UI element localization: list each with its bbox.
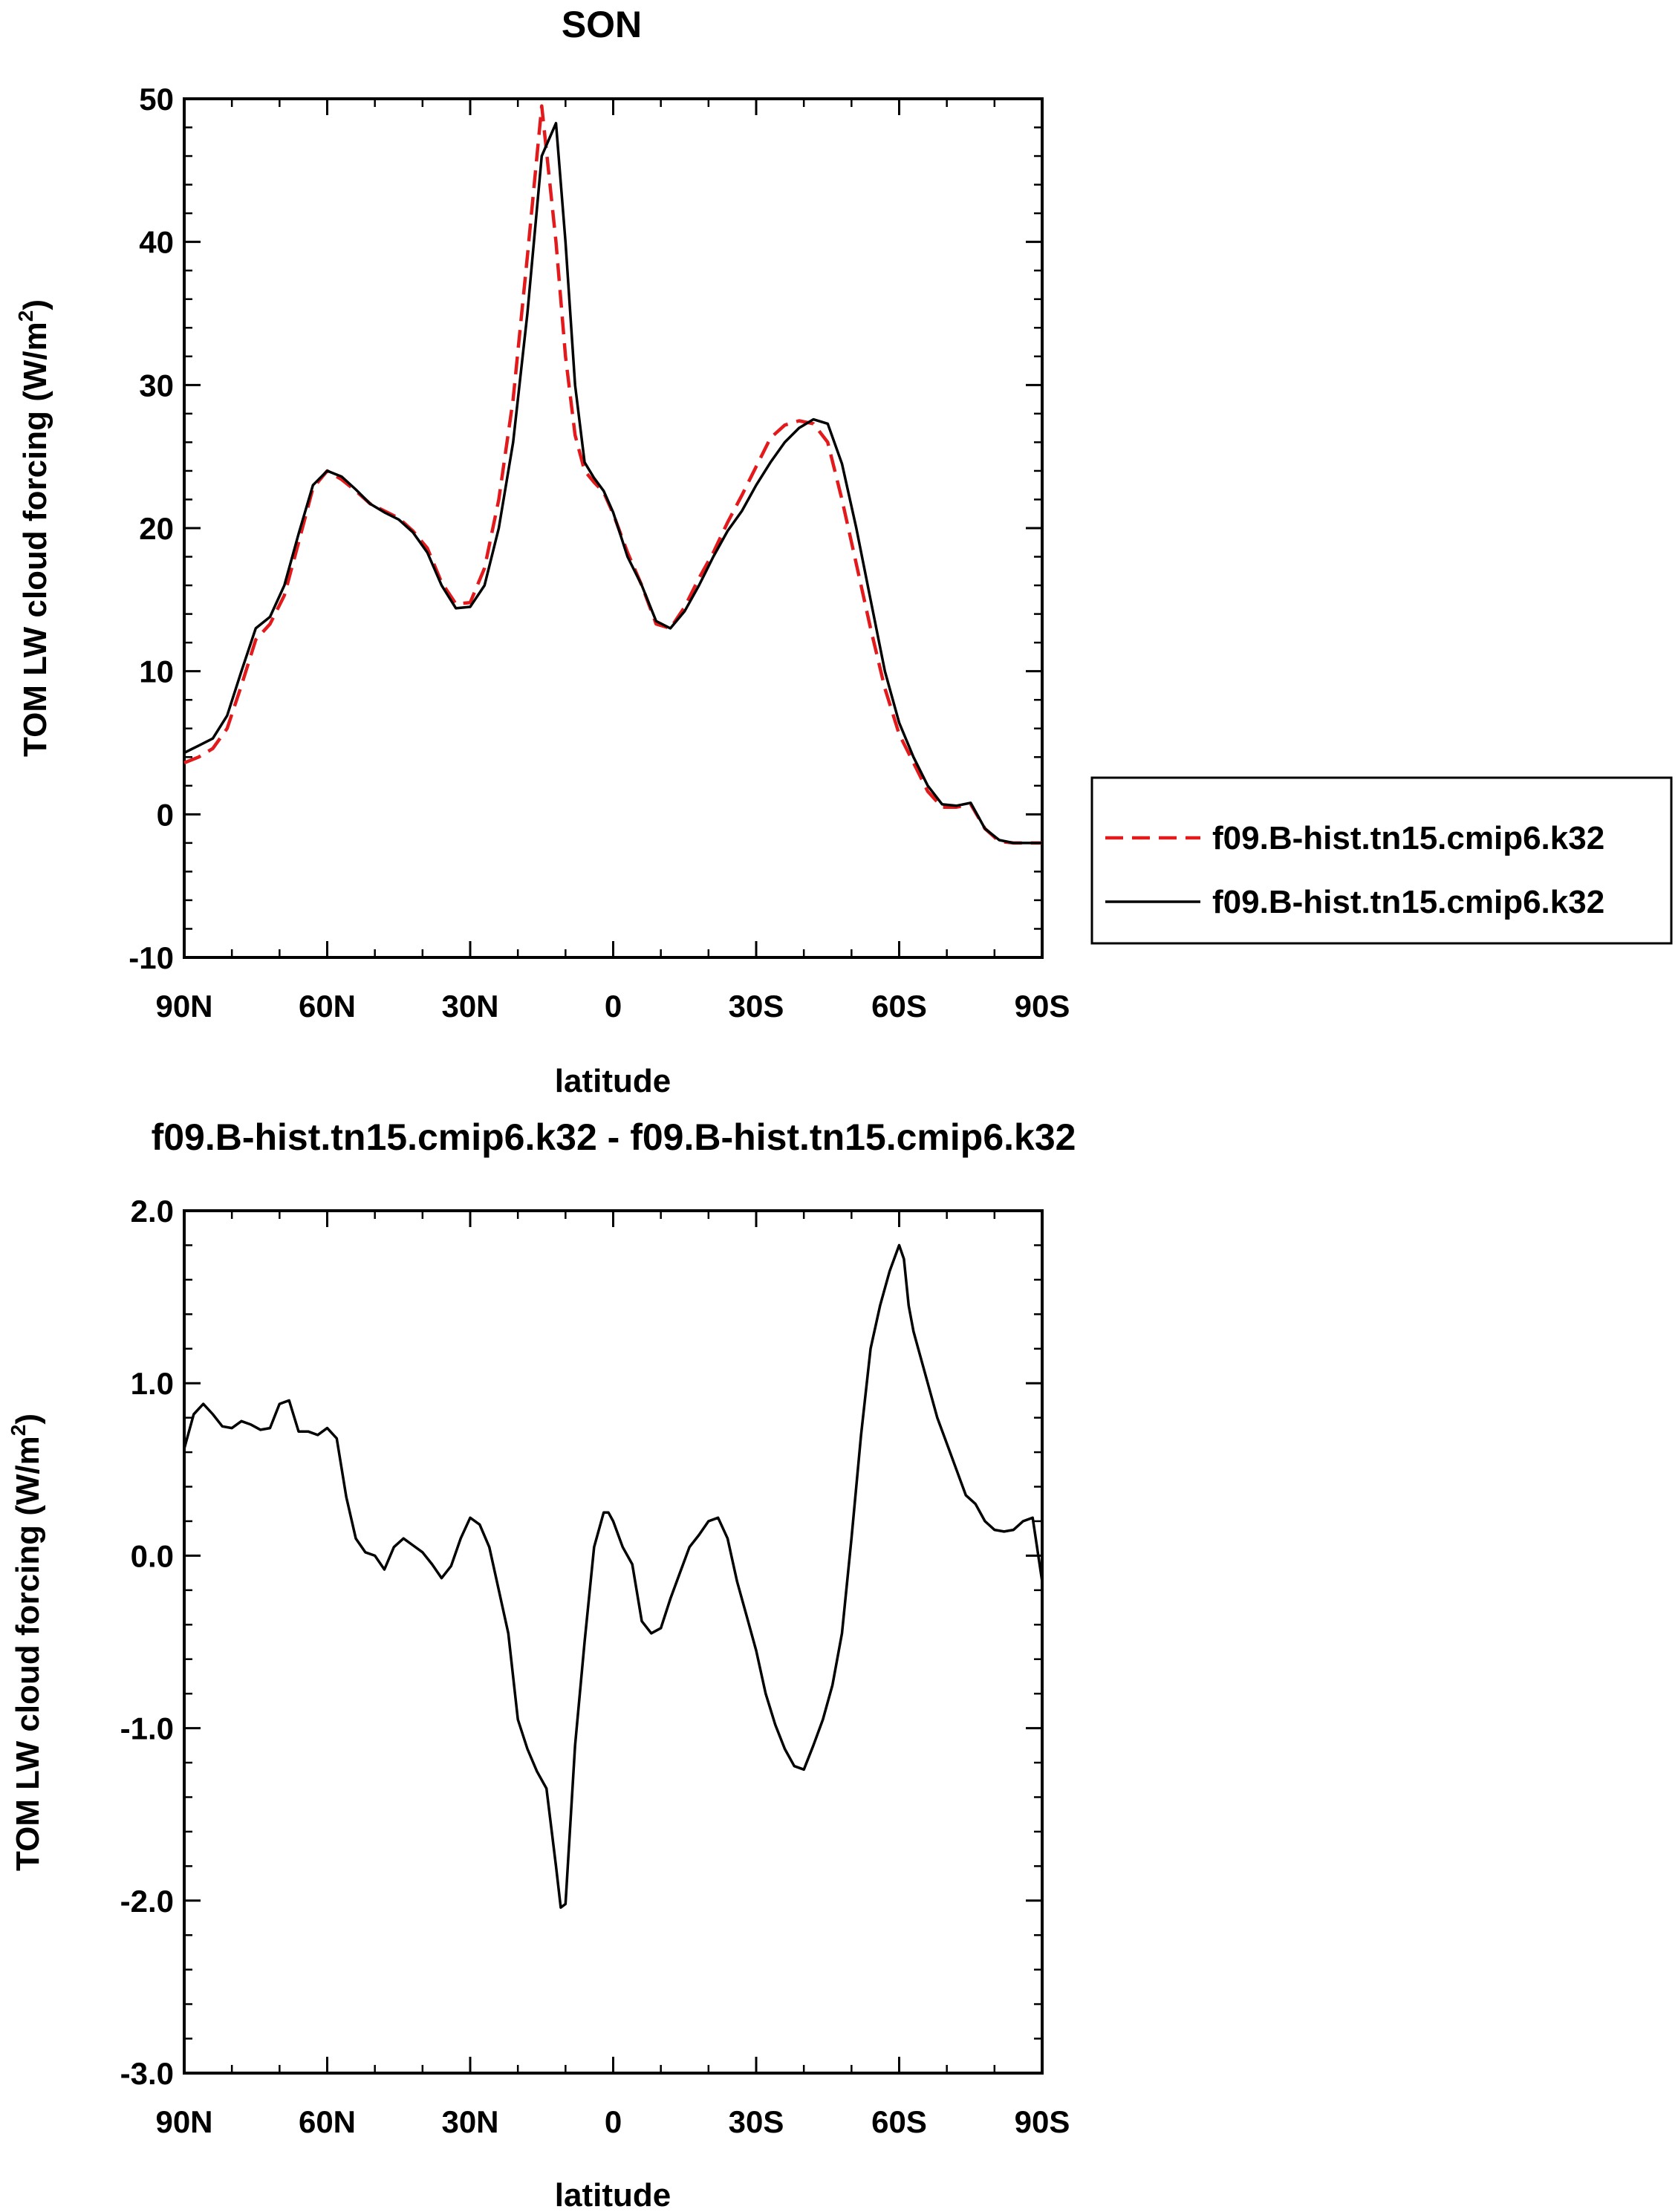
bottom-y-tick-label: 0.0 bbox=[131, 1538, 174, 1573]
bottom-x-tick-label: 30N bbox=[441, 2104, 498, 2139]
top-x-axis-label: latitude bbox=[555, 1063, 671, 1099]
top-plot-frame bbox=[183, 97, 1044, 959]
bottom-x-tick-label: 0 bbox=[605, 2104, 622, 2139]
bottom-y-tick-label: 2.0 bbox=[131, 1194, 174, 1229]
legend-label-1: f09.B-hist.tn15.cmip6.k32 bbox=[1212, 884, 1604, 920]
top-x-tick-label: 30S bbox=[729, 989, 784, 1024]
top-series-line-1 bbox=[183, 122, 1042, 845]
top-x-tick-label: 60S bbox=[871, 989, 927, 1024]
bottom-y-ticks: -3.0 -2.0 -1.0 0.0 1.0 2.0 bbox=[120, 1194, 1042, 2091]
top-series bbox=[183, 104, 1042, 845]
top-series-line-0 bbox=[183, 104, 1042, 845]
bottom-x-tick-label: 60N bbox=[299, 2104, 356, 2139]
bottom-x-tick-label: 30S bbox=[729, 2104, 784, 2139]
top-y-axis-label: TOM LW cloud forcing (W/m2) bbox=[14, 299, 53, 757]
top-y-tick-label: 0 bbox=[157, 797, 174, 832]
bottom-x-axis-label: latitude bbox=[555, 2177, 671, 2212]
bottom-plot-frame bbox=[183, 1209, 1044, 2075]
bottom-series-line-0 bbox=[183, 1243, 1044, 1909]
bottom-x-tick-label: 90S bbox=[1015, 2104, 1070, 2139]
top-chart-title: SON bbox=[562, 4, 642, 45]
bottom-y-tick-label: -3.0 bbox=[120, 2056, 174, 2091]
bottom-y-axis-label-sup: 2 bbox=[7, 1425, 30, 1437]
top-y-axis-label-main: TOM LW cloud forcing (W/m bbox=[17, 322, 53, 757]
bottom-y-tick-label: 1.0 bbox=[131, 1366, 174, 1401]
bottom-y-axis-label: TOM LW cloud forcing (W/m2) bbox=[7, 1414, 46, 1871]
bottom-y-axis-label-main: TOM LW cloud forcing (W/m bbox=[10, 1436, 46, 1871]
bottom-x-tick-label: 90N bbox=[155, 2104, 212, 2139]
top-panel: SON -10 0 10 20 30 40 50 90N 60N 30N 0 30S 60S 90S l… bbox=[14, 4, 1673, 1099]
top-y-tick-label: -10 bbox=[129, 940, 174, 975]
top-y-axis-label-end: ) bbox=[17, 299, 53, 310]
top-y-tick-label: 40 bbox=[139, 225, 174, 260]
bottom-chart-title: f09.B-hist.tn15.cmip6.k32 - f09.B-hist.t… bbox=[152, 1116, 1076, 1158]
bottom-series bbox=[183, 1243, 1044, 1909]
top-x-tick-label: 90S bbox=[1015, 989, 1070, 1024]
bottom-y-tick-label: -2.0 bbox=[120, 1884, 174, 1919]
top-x-tick-label: 90N bbox=[155, 989, 212, 1024]
bottom-x-tick-label: 60S bbox=[871, 2104, 927, 2139]
top-y-tick-label: 30 bbox=[139, 368, 174, 403]
bottom-x-ticks: 90N 60N 30N 0 30S 60S 90S bbox=[155, 1211, 1070, 2139]
top-y-tick-label: 50 bbox=[139, 82, 174, 117]
top-y-tick-label: 20 bbox=[139, 511, 174, 546]
bottom-y-tick-label: -1.0 bbox=[120, 1711, 174, 1746]
legend-box bbox=[1090, 776, 1673, 945]
top-y-ticks: -10 0 10 20 30 40 50 bbox=[129, 82, 1042, 975]
bottom-y-axis-label-end: ) bbox=[10, 1414, 46, 1425]
top-x-tick-label: 60N bbox=[299, 989, 356, 1024]
top-x-ticks: 90N 60N 30N 0 30S 60S 90S bbox=[155, 99, 1070, 1024]
top-x-tick-label: 30N bbox=[441, 989, 498, 1024]
top-legend: f09.B-hist.tn15.cmip6.k32 f09.B-hist.tn1… bbox=[1090, 776, 1673, 945]
top-y-axis-label-sup: 2 bbox=[14, 310, 37, 322]
top-x-tick-label: 0 bbox=[605, 989, 622, 1024]
legend-label-0: f09.B-hist.tn15.cmip6.k32 bbox=[1212, 820, 1604, 856]
top-y-tick-label: 10 bbox=[139, 654, 174, 689]
bottom-panel: f09.B-hist.tn15.cmip6.k32 - f09.B-hist.t… bbox=[7, 1116, 1076, 2212]
